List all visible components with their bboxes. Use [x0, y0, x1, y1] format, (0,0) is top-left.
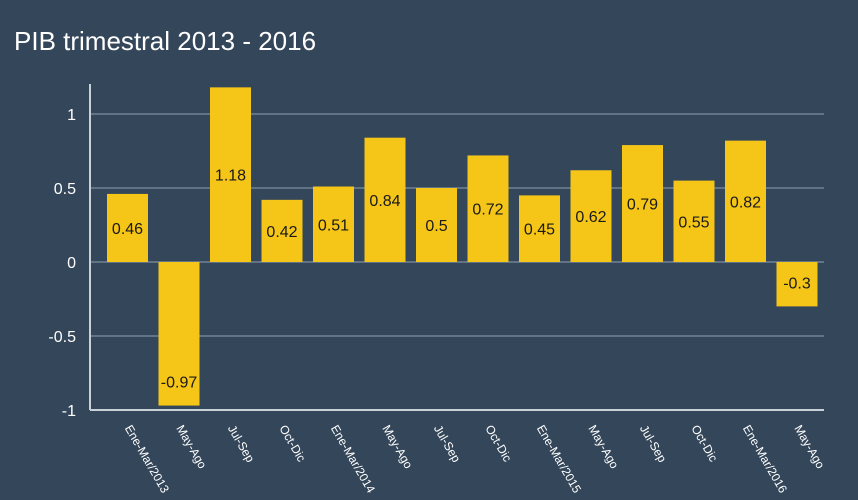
x-tick-label: May-Ago — [585, 423, 621, 472]
y-tick-label: 0.5 — [54, 181, 76, 198]
x-tick-label: May-Ago — [791, 423, 827, 472]
bar — [519, 195, 560, 262]
y-tick-label: 0 — [67, 255, 76, 272]
x-tick-label: Ene-Mar/2016 — [740, 423, 790, 496]
x-tick-label: Ene-Mar/2013 — [122, 423, 172, 496]
bar — [261, 199, 303, 262]
bar — [725, 140, 766, 262]
data-label: 0.42 — [266, 224, 297, 241]
x-tick-label: May-Ago — [379, 423, 415, 472]
x-tick-label: Oct-Dic — [688, 423, 720, 465]
x-tick-label: Oct-Dic — [276, 423, 308, 465]
x-tick-label: May-Ago — [173, 423, 209, 472]
data-label: 0.5 — [425, 218, 447, 235]
data-label: 0.45 — [524, 222, 555, 239]
y-tick-label: 1 — [67, 107, 76, 124]
bar — [416, 188, 457, 262]
data-label: 0.84 — [369, 193, 400, 210]
bar-layer — [107, 87, 818, 406]
data-label: -0.97 — [161, 375, 198, 392]
x-tick-label: Ene-Mar/2015 — [534, 423, 584, 496]
bar — [673, 180, 715, 262]
bar — [210, 87, 251, 262]
data-label: 0.51 — [318, 217, 349, 234]
bar — [622, 145, 663, 262]
data-label: 1.18 — [215, 168, 246, 185]
y-tick-label: -1 — [62, 403, 76, 420]
bar — [364, 137, 406, 262]
data-label: -0.3 — [783, 275, 811, 292]
y-tick-label: -0.5 — [48, 329, 76, 346]
x-tick-label: Jul-Sep — [431, 423, 464, 466]
bar — [776, 262, 818, 307]
bar — [107, 193, 148, 262]
bar — [467, 155, 509, 262]
data-label: 0.79 — [627, 197, 658, 214]
data-label: 0.82 — [730, 194, 761, 211]
x-tick-label: Jul-Sep — [637, 423, 670, 466]
x-tick-label: Jul-Sep — [225, 423, 258, 466]
x-tick-label: Oct-Dic — [482, 423, 514, 465]
data-label: 0.72 — [472, 202, 503, 219]
data-label: 0.46 — [112, 221, 143, 238]
chart-title: PIB trimestral 2013 - 2016 — [14, 26, 317, 56]
bar — [158, 262, 200, 406]
x-tick-label: Ene-Mar/2014 — [328, 423, 378, 496]
data-label: 0.62 — [575, 209, 606, 226]
bar — [313, 186, 354, 262]
bar — [570, 170, 612, 262]
data-label: 0.55 — [678, 214, 709, 231]
axis-layer — [89, 84, 824, 411]
